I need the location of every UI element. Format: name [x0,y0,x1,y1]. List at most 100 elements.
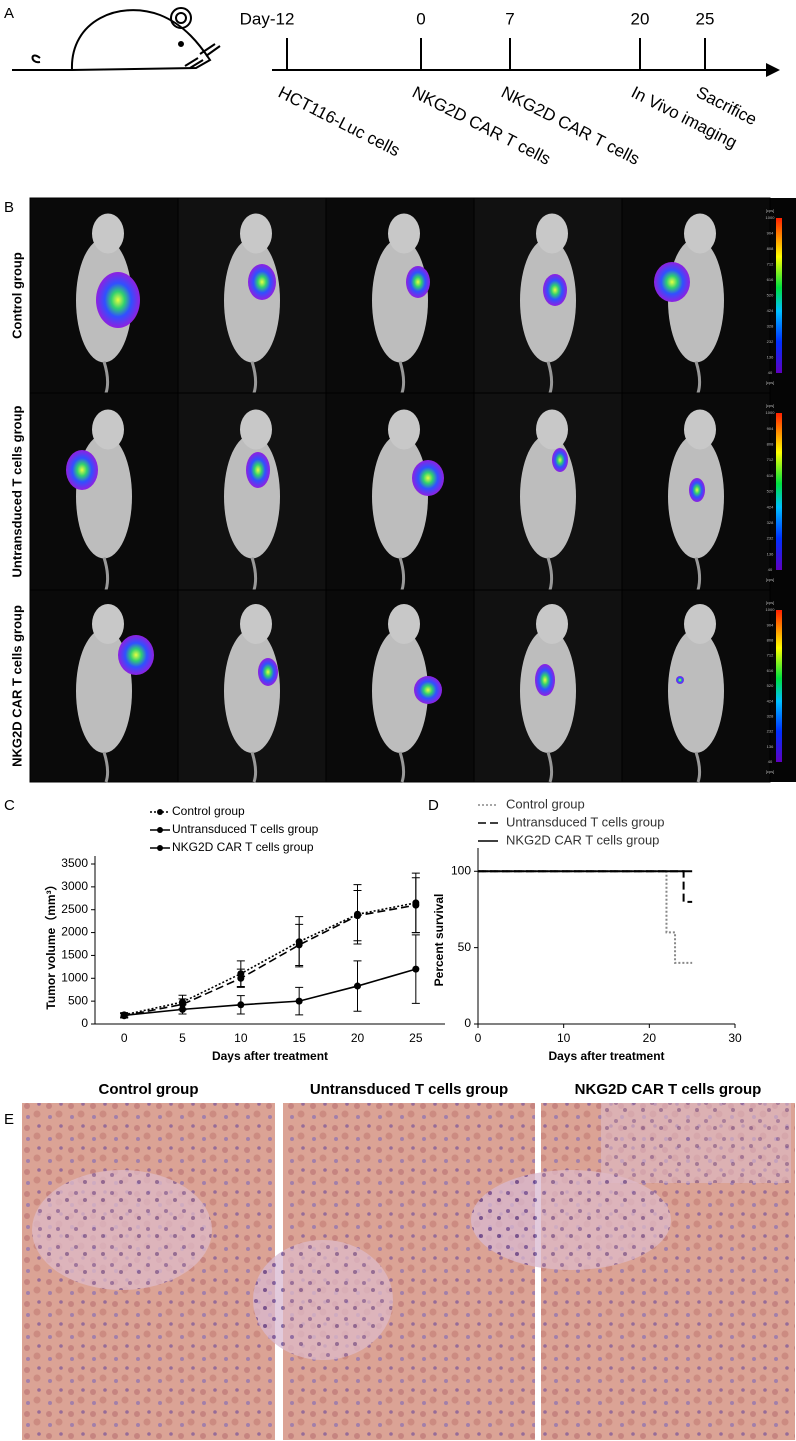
histology-wash [541,1103,795,1440]
timeline-event: HCT116-Luc cells [275,83,403,161]
timeline-label: 25 [696,9,715,28]
data-point [412,901,420,909]
signal-blob [96,272,140,328]
colorbar-tick: 136 [767,355,774,360]
y-tick-label: 1500 [61,948,88,962]
mouse-body [224,629,280,753]
histology-title: NKG2D CAR T cells group [575,1081,762,1098]
signal-blob [406,266,430,298]
colorbar-tick: 520 [767,293,774,298]
mouse-sketch [12,7,221,71]
mouse-tail [694,751,702,783]
colorbar-unit: [cps] [766,769,774,774]
x-tick-label: 0 [121,1031,128,1045]
histology-wash [22,1103,275,1440]
colorbar-tick: 328 [767,713,774,718]
mouse-tail [250,557,258,591]
colorbar-tick: 520 [767,683,774,688]
mouse-head [684,604,716,644]
x-tick-label: 20 [351,1031,365,1045]
mouse-tail [102,557,110,591]
mouse-tail [546,751,554,783]
imaging-row-label: NKG2D CAR T cells group [9,605,24,767]
mouse-head [92,604,124,644]
signal-blob [246,452,270,488]
colorbar [776,413,782,570]
colorbar-tick: 616 [767,277,774,282]
mouse-tail [102,751,110,783]
legend-label: Control group [506,796,585,811]
series-line [478,870,693,903]
signal-blob [543,274,567,306]
legend-marker [157,845,163,851]
panel-label: E [4,1111,14,1128]
mouse-head [536,409,568,450]
y-tick-label: 500 [68,993,88,1007]
colorbar-tick: 424 [767,698,774,703]
panel-label: D [428,797,439,814]
timeline-label: Day-12 [240,9,295,28]
mouse-body [372,238,428,363]
series-line [124,968,417,1017]
panel-label: C [4,797,15,814]
mouse-tail [398,557,406,591]
x-axis-title: Days after treatment [548,1049,664,1063]
mouse-tail [398,361,406,394]
colorbar-tick: 616 [767,473,774,478]
colorbar-tick: 232 [767,536,774,541]
mouse-head [92,409,124,450]
signal-blob [535,664,555,696]
signal-blob [258,658,278,686]
colorbar-tick: 328 [767,324,774,329]
y-tick-label: 3500 [61,856,88,870]
signal-blob [66,450,98,490]
colorbar-tick: 136 [767,744,774,749]
y-axis-title: Percent survival [432,894,446,987]
legend-marker [157,827,163,833]
mouse-body [224,238,280,363]
data-point [354,912,361,920]
data-point [237,974,245,982]
x-tick-label: 5 [179,1031,186,1045]
colorbar [776,610,782,762]
mouse-head [684,213,716,254]
histology-title: Control group [99,1081,199,1098]
y-tick-label: 100 [451,863,471,877]
infiltrate-region [601,1103,791,1183]
stroma-region [471,1170,671,1270]
data-point [295,997,303,1005]
colorbar-unit: [cps] [766,380,774,385]
colorbar-unit: [cps] [766,577,774,582]
x-tick-label: 30 [728,1031,742,1045]
mouse-head [92,213,124,254]
mouse-tail [546,361,554,394]
colorbar-tick: 712 [767,653,774,658]
colorbar-tick: 232 [767,729,774,734]
mouse-body [668,629,724,753]
colorbar-tick: 424 [767,308,774,313]
series-line [478,870,693,964]
mouse-tail [102,361,110,394]
data-point [237,1001,245,1009]
legend-label: NKG2D CAR T cells group [506,832,659,847]
mouse-body [372,629,428,753]
data-point [179,1005,186,1013]
colorbar-tick: 808 [767,637,774,642]
legend-label: Untransduced T cells group [172,822,319,836]
x-tick-label: 20 [643,1031,657,1045]
colorbar-tick: 712 [767,457,774,462]
x-tick-label: 10 [557,1031,571,1045]
colorbar-tick: 40 [768,759,773,764]
data-point [412,965,420,973]
signal-blob [676,676,684,684]
timeline-label: 20 [631,9,650,28]
mouse-head [388,604,420,644]
series-line [124,904,416,1017]
timeline-label: 7 [505,9,514,28]
colorbar-tick: 712 [767,262,774,267]
colorbar-tick: 904 [767,622,774,627]
legend-label: Control group [172,804,245,818]
colorbar-tick: 40 [768,567,773,572]
mouse-head [388,409,420,450]
